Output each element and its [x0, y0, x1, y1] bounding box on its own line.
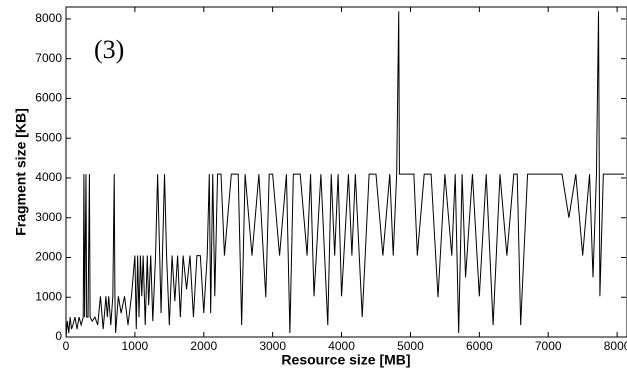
- x-tick-label: 6000: [466, 339, 493, 353]
- x-tick-label: 7000: [535, 339, 562, 353]
- y-axis-label: Fragment size [KB]: [13, 108, 29, 236]
- y-tick-label: 8000: [35, 11, 62, 25]
- y-tick-label: 7000: [35, 51, 62, 65]
- y-tick-label: 0: [55, 329, 62, 343]
- x-tick-label: 5000: [397, 339, 424, 353]
- y-tick-label: 4000: [35, 170, 62, 184]
- x-tick-label: 0: [63, 339, 70, 353]
- x-tick-label: 3000: [259, 339, 286, 353]
- y-tick-label: 1000: [35, 289, 62, 303]
- y-tick-label: 6000: [35, 91, 62, 105]
- x-tick-label: 4000: [328, 339, 355, 353]
- x-axis-label: Resource size [MB]: [281, 352, 410, 368]
- data-line: [65, 11, 624, 338]
- y-tick-label: 5000: [35, 130, 62, 144]
- plot-frame: [65, 6, 627, 338]
- y-tick-label: 3000: [35, 210, 62, 224]
- x-tick-label: 1000: [122, 339, 149, 353]
- x-tick-label: 2000: [190, 339, 217, 353]
- y-tick-label: 2000: [35, 250, 62, 264]
- annotation: (3): [94, 35, 124, 64]
- x-tick-label: 8000: [604, 339, 627, 353]
